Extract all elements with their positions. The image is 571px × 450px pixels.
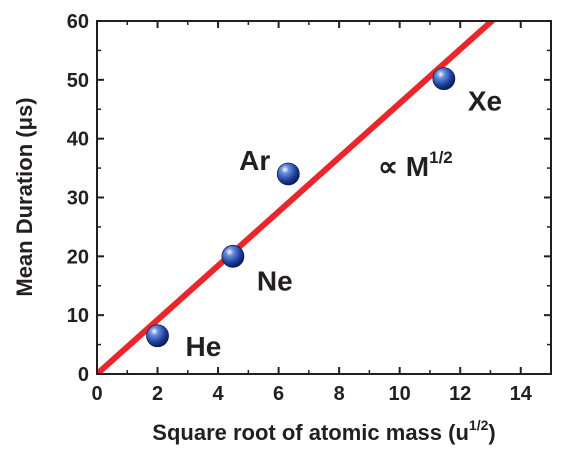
annotation-sup: 1/2 bbox=[429, 148, 453, 167]
fit-layer bbox=[97, 21, 497, 374]
y-tick-label: 40 bbox=[67, 129, 89, 151]
data-point-xe bbox=[432, 67, 456, 91]
x-tick-label: 4 bbox=[213, 383, 225, 405]
y-tick-label: 10 bbox=[67, 305, 89, 327]
x-tick-label: 0 bbox=[91, 383, 102, 405]
point-label-ar: Ar bbox=[239, 145, 270, 176]
y-tick-label: 30 bbox=[67, 188, 89, 210]
x-tick-label: 14 bbox=[510, 383, 533, 405]
x-tick-label: 2 bbox=[152, 383, 163, 405]
x-axis-label-main: Square root of atomic mass (u bbox=[152, 420, 469, 445]
annotation-prefix: ∝ M bbox=[378, 151, 429, 182]
x-axis-label-close: ) bbox=[488, 420, 495, 445]
points-layer: He Ne Ar Xe bbox=[146, 67, 502, 362]
y-tick-label: 0 bbox=[78, 364, 89, 386]
x-tick-label: 10 bbox=[389, 383, 411, 405]
point-label-he: He bbox=[186, 331, 222, 362]
data-point-he bbox=[146, 324, 169, 348]
x-tick-label: 6 bbox=[273, 383, 284, 405]
x-tick-label: 8 bbox=[334, 383, 345, 405]
data-point-ar bbox=[276, 162, 300, 186]
x-axis-label-sup: 1/2 bbox=[469, 417, 489, 433]
plot-frame bbox=[96, 20, 552, 375]
y-tick-label: 20 bbox=[67, 246, 89, 268]
y-axis-label: Mean Duration (μs) bbox=[12, 97, 37, 296]
x-axis-label: Square root of atomic mass (u1/2) bbox=[152, 417, 495, 445]
annotation-fit: ∝ M1/2 bbox=[378, 148, 453, 182]
y-tick-label: 60 bbox=[67, 11, 89, 33]
y-tick-label: 50 bbox=[67, 70, 89, 92]
point-label-xe: Xe bbox=[468, 86, 502, 117]
data-point-ne bbox=[221, 244, 245, 268]
ticks-layer: 0 2 4 6 8 10 12 14 0 10 20 30 40 50 60 bbox=[67, 11, 551, 405]
point-label-ne: Ne bbox=[257, 265, 293, 296]
x-tick-label: 12 bbox=[449, 383, 471, 405]
fit-line bbox=[97, 21, 497, 374]
